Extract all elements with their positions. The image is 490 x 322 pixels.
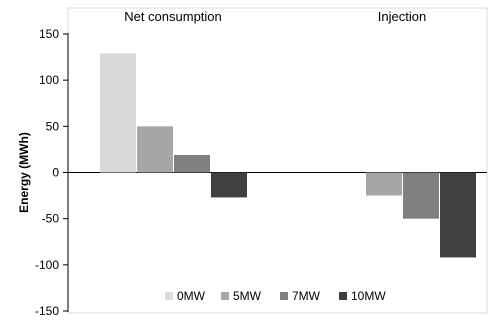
legend-swatch bbox=[280, 292, 288, 300]
legend-label: 5MW bbox=[233, 289, 262, 303]
legend-swatch bbox=[221, 292, 229, 300]
bar bbox=[174, 154, 210, 173]
legend-swatch bbox=[339, 292, 347, 300]
y-tick-label: -100 bbox=[35, 258, 59, 272]
bar bbox=[403, 172, 439, 219]
bar bbox=[440, 172, 476, 258]
bar bbox=[211, 172, 247, 198]
y-tick-label: 0 bbox=[52, 166, 59, 180]
bar bbox=[137, 126, 173, 173]
category-label: Injection bbox=[378, 9, 426, 24]
bars bbox=[100, 53, 476, 258]
y-tick-label: 150 bbox=[39, 27, 59, 41]
category-labels: Net consumption Injection bbox=[124, 9, 426, 24]
legend-label: 0MW bbox=[177, 289, 206, 303]
legend-swatch bbox=[165, 292, 173, 300]
y-axis-label: Energy (MWh) bbox=[17, 132, 31, 213]
axes: -150 -100 -50 0 50 100 150 bbox=[35, 27, 487, 318]
y-tick-label: 100 bbox=[39, 73, 59, 87]
y-tick-label: 50 bbox=[46, 119, 60, 133]
y-tick-label: -50 bbox=[42, 212, 60, 226]
legend: 0MW 5MW 7MW 10MW bbox=[165, 289, 386, 303]
y-tick-label: -150 bbox=[35, 304, 59, 318]
category-label: Net consumption bbox=[124, 9, 222, 24]
legend-label: 10MW bbox=[351, 289, 386, 303]
legend-label: 7MW bbox=[292, 289, 321, 303]
bar bbox=[366, 172, 402, 196]
bar bbox=[100, 53, 136, 173]
